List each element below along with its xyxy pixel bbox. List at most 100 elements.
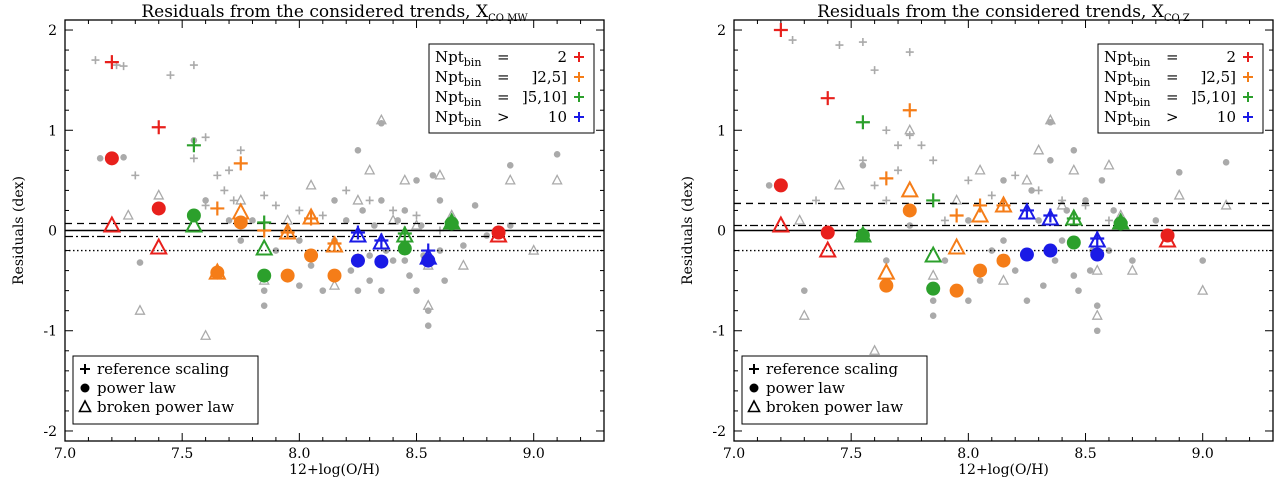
background-triangle-point [798,309,810,320]
y-axis-label: Residuals (dex) [11,176,27,285]
background-plus-point [260,191,269,200]
power-law-point [1019,247,1034,262]
y-tick-label: 1 [717,123,726,139]
npt-legend-label: Nptbin [435,48,481,69]
npt-legend-operator: = [497,48,510,66]
background-dot-point [906,222,914,229]
power-law-point [1090,247,1105,262]
background-dot-point [1070,272,1078,279]
background-dot-point [1222,159,1230,166]
power-law-point [926,281,941,296]
background-triangle-point [997,274,1010,285]
npt-legend-label: Nptbin [1104,88,1150,109]
background-dot-point [929,312,937,320]
background-plus-point [894,141,903,150]
broken-power-law-point [102,215,122,233]
power-law-point [397,241,412,256]
background-plus-point [318,211,327,220]
background-dot-point [1105,247,1113,254]
background-dot-point [424,322,432,330]
npt-legend-label-sub: bin [464,116,482,129]
background-dot-point [1058,237,1066,244]
background-dot-point [1035,217,1042,224]
broken-power-law-point [877,262,896,280]
background-dot-point [389,257,397,264]
background-triangle-point [410,219,423,230]
background-dot-point [988,247,996,254]
background-plus-point [882,196,891,205]
npt-legend-value: ]5,10] [1191,88,1236,106]
background-triangle-point [1103,158,1115,170]
background-triangle-point [1068,163,1080,175]
y-tick-label: 2 [48,23,57,39]
background-dot-point [249,217,256,224]
background-plus-point [225,166,234,175]
background-triangle-point [1056,199,1068,210]
background-dot-point [471,202,479,209]
x-axis-label: 12+log(O/H) [289,462,380,478]
y-tick-label: 0 [717,224,726,240]
background-dot-point [1023,297,1031,304]
background-triangle-point [869,344,881,355]
background-dot-point [965,297,972,304]
background-plus-point [119,62,128,71]
background-dot-point [436,197,444,204]
marker-legend-box [72,355,259,425]
npt-legend-plus-icon [1243,72,1253,82]
npt-legend-label-main: Npt [435,88,464,106]
npt-legend-plus-icon [574,72,584,82]
y-tick-label: -2 [712,424,726,440]
background-dot-point [366,252,373,259]
x-tick-label: 7.0 [54,446,76,462]
broken-power-law-point [278,222,297,240]
background-triangle-point [1033,143,1045,155]
broken-power-law-point [419,247,438,265]
background-triangle-point [1091,309,1103,320]
npt-legend-label: Nptbin [435,68,481,89]
background-dot-point [429,172,437,179]
plus-marker-icon [749,364,759,374]
background-triangle-point [122,209,134,220]
reference-scaling-point [233,156,248,171]
background-plus-point [412,211,421,220]
npt-legend-label-main: Npt [1104,68,1133,86]
chart-panel-1: Residuals from the considered trends, XC… [11,2,605,478]
background-dot-point [378,287,385,294]
background-plus-point [987,191,996,200]
reference-scaling-point [186,138,201,153]
background-dot-point [225,217,233,224]
npt-legend-value: 10 [548,108,567,126]
background-dot-point [237,237,245,244]
x-tick-label: 8.0 [957,446,979,462]
npt-legend-operator: > [497,108,510,126]
power-law-point [374,254,389,269]
background-plus-point [894,166,903,175]
broken-power-law-point [1111,212,1130,230]
background-dot-point [272,247,280,254]
npt-legend-label-main: Npt [435,68,464,86]
background-plus-point [189,61,198,70]
background-dot-point [331,197,338,204]
npt-legend-label-sub: bin [1133,56,1151,69]
broken-power-law-point [853,225,873,243]
background-triangle-point [1126,264,1138,275]
power-law-point [902,203,917,218]
background-plus-point [905,48,914,57]
background-dot-point [1040,282,1047,289]
npt-legend-value: ]5,10] [522,88,567,106]
background-plus-point [220,186,229,195]
background-plus-point [835,41,844,50]
broken-power-law-point [442,212,461,230]
background-dot-point [1199,257,1206,264]
x-tick-label: 7.0 [723,446,745,462]
npt-legend-plus-icon [574,112,584,122]
broken-power-law-point [255,238,274,256]
background-dot-point [1028,187,1035,194]
reference-scaling-point [773,23,788,38]
chart-title-subscript: CO MW [488,13,528,24]
background-dot-point [929,297,937,304]
y-tick-label: 2 [717,23,726,39]
